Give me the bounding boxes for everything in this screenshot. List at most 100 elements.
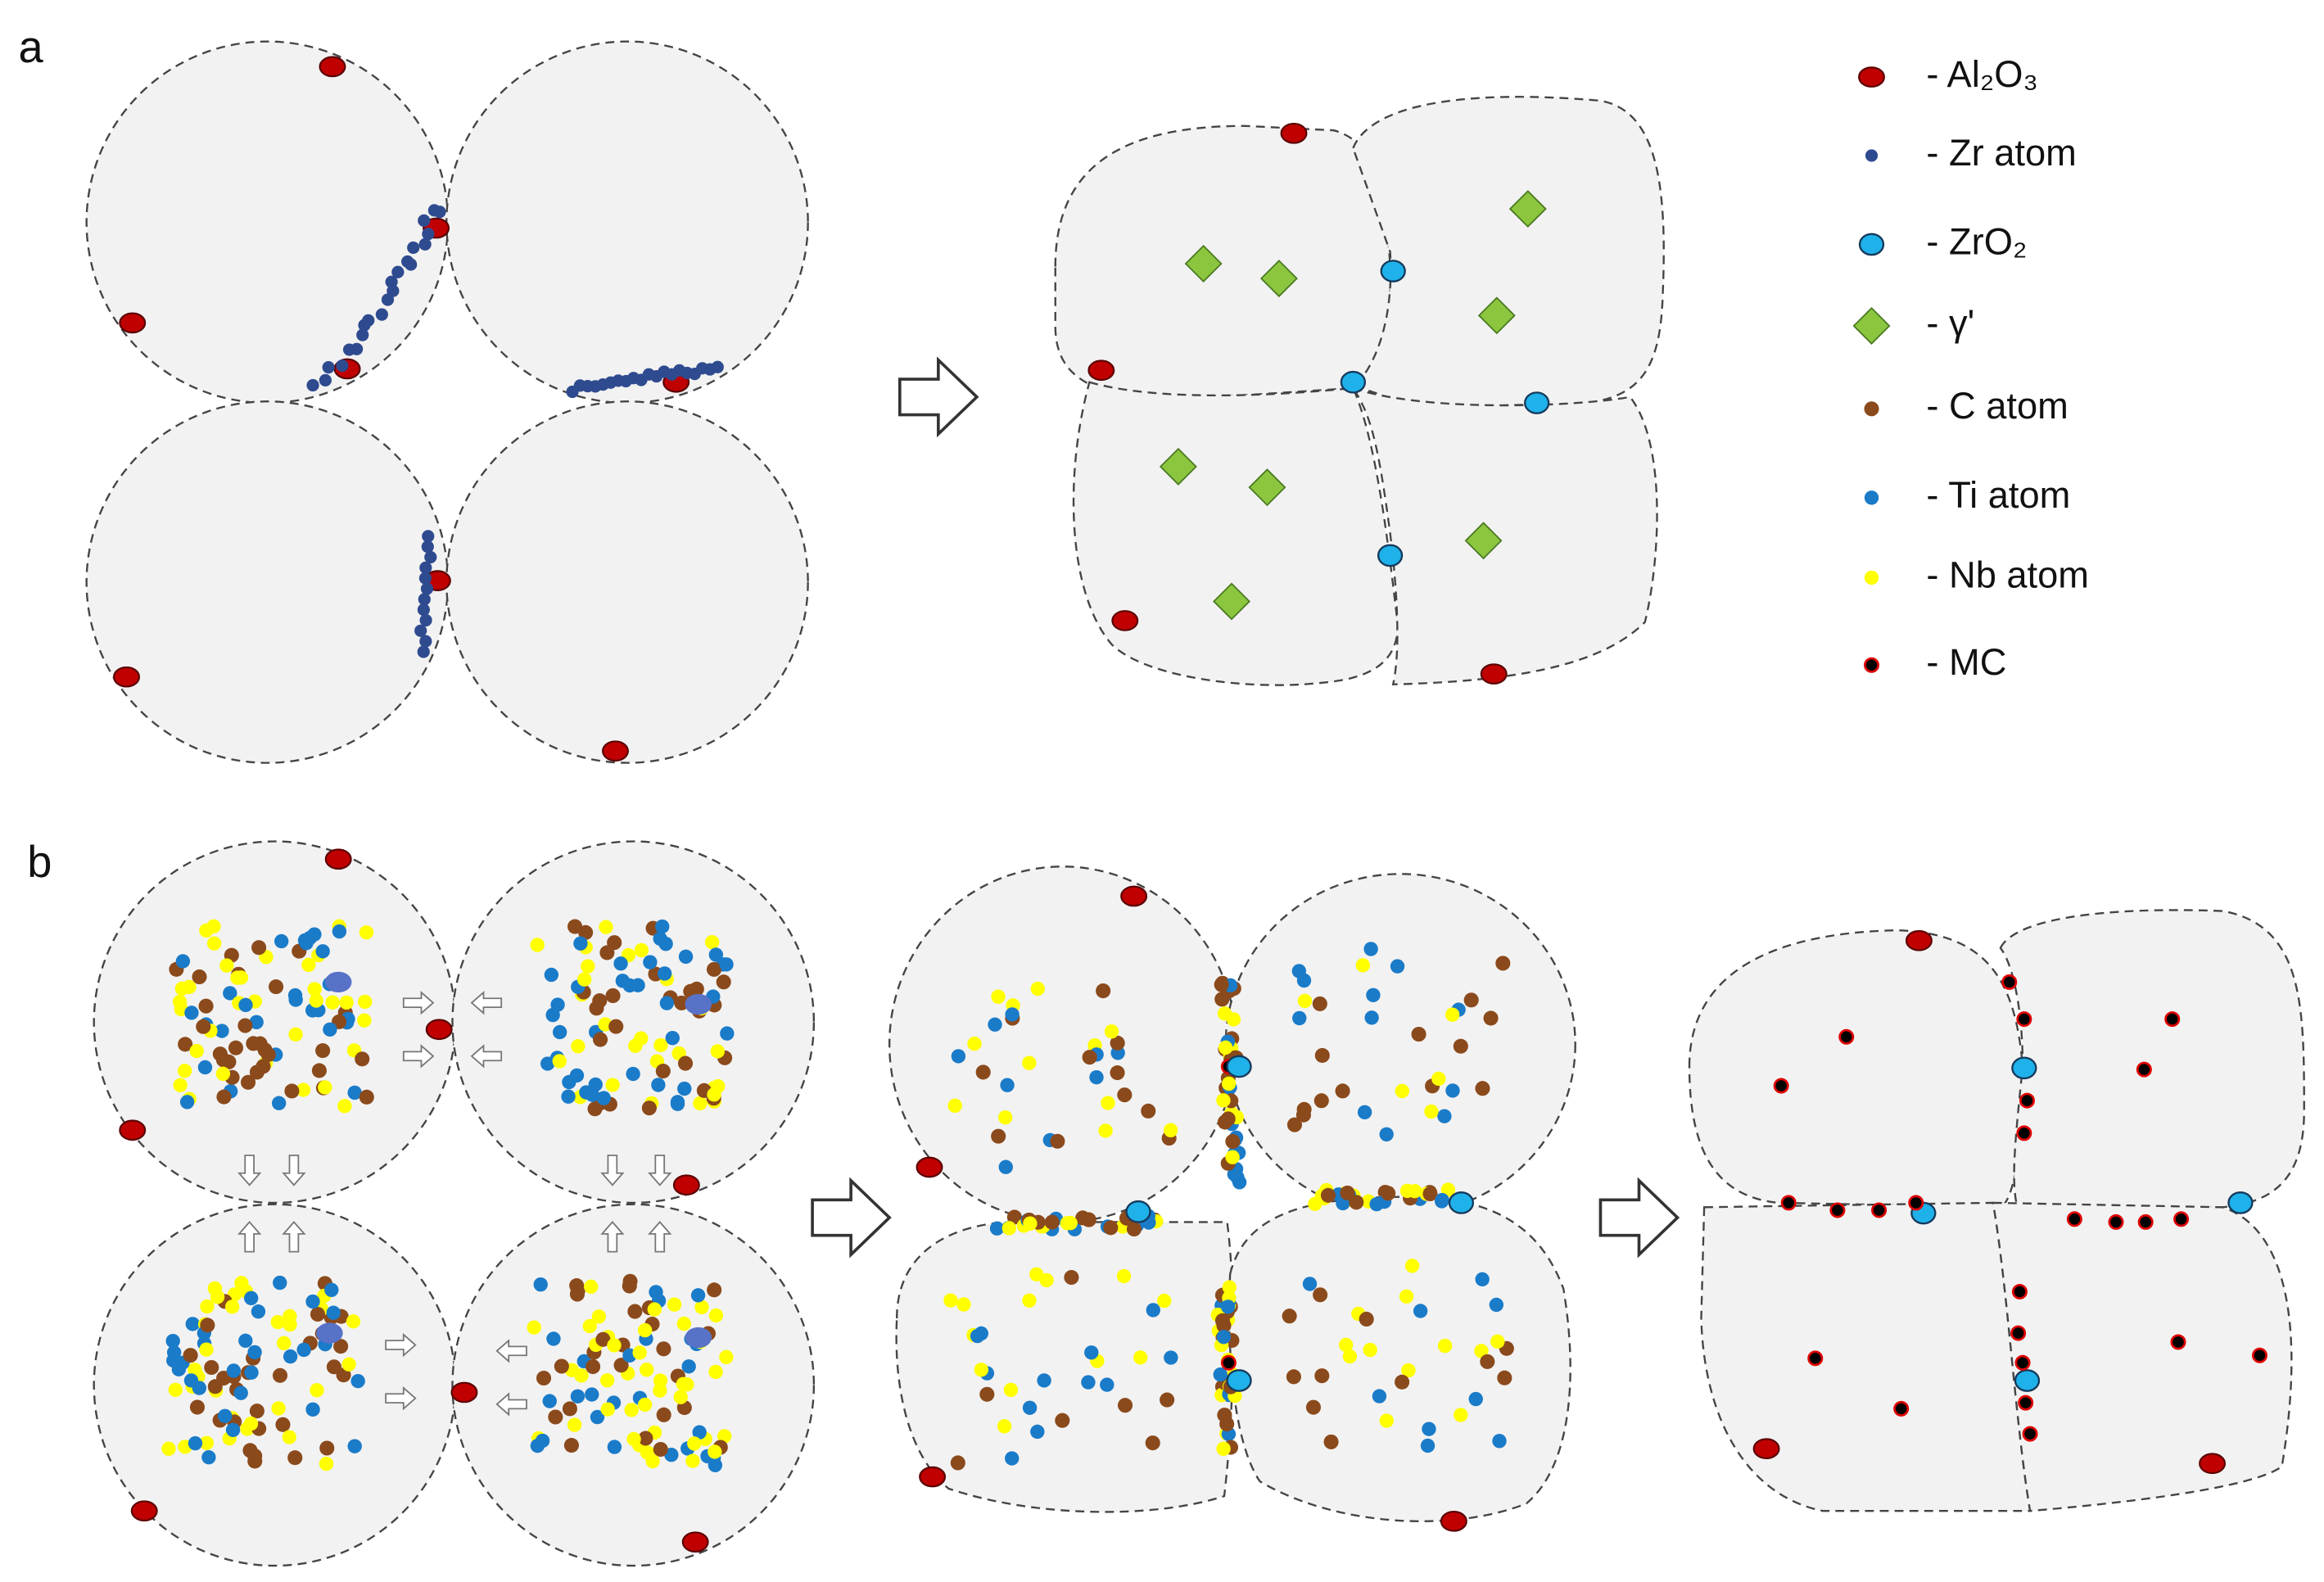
ti-atom — [720, 1026, 735, 1041]
nb-atom — [1454, 1408, 1468, 1422]
c-atom — [1117, 1087, 1133, 1103]
zr-atom — [375, 308, 388, 321]
ti-atom — [579, 1085, 594, 1100]
ti-atom — [1030, 1424, 1045, 1440]
nb-atom — [318, 1080, 332, 1095]
gamma-prime — [1259, 260, 1298, 298]
c-atom — [1320, 1187, 1336, 1203]
al2o3 — [1905, 929, 1933, 951]
ti-atom — [226, 1363, 242, 1378]
mc — [2016, 1011, 2032, 1028]
zr-atom — [424, 550, 437, 564]
ti-atom — [171, 1362, 187, 1376]
ti-atom — [552, 1024, 567, 1040]
nb-atom — [173, 1078, 188, 1092]
c-atom — [287, 1450, 303, 1466]
ti-atom — [315, 944, 330, 959]
ti-atom — [1216, 1330, 1232, 1345]
nb-atom — [283, 1317, 297, 1332]
c-atom — [1314, 1047, 1330, 1063]
c-atom — [653, 1441, 668, 1458]
nb-atom — [632, 1345, 647, 1360]
nb-atom — [1001, 1221, 1017, 1236]
nb-atom — [584, 1279, 599, 1295]
nb-atom — [1023, 1216, 1038, 1231]
ti-atom — [165, 1333, 180, 1349]
ti-atom — [951, 1049, 966, 1064]
c-atom — [608, 1019, 624, 1034]
al2o3 — [672, 1174, 700, 1196]
c-atom — [1323, 1434, 1339, 1449]
c-atom — [1220, 1111, 1236, 1127]
c-atom — [200, 1318, 215, 1333]
c-atom — [1286, 1369, 1301, 1385]
zr-atom — [356, 328, 369, 341]
nb-atom — [708, 1444, 722, 1459]
nb-atom — [1157, 1293, 1172, 1309]
ti-atom — [1468, 1391, 1483, 1407]
nb-atom — [282, 1430, 296, 1444]
c-atom — [1082, 1050, 1097, 1065]
c-atom — [1214, 1313, 1231, 1328]
ti-atom — [1363, 942, 1378, 956]
small-arrow — [600, 1221, 625, 1253]
zr-atom — [1865, 149, 1879, 162]
zr-atom — [418, 593, 431, 606]
nb-atom — [319, 1456, 334, 1471]
c-atom — [1349, 1195, 1364, 1210]
c-atom — [1422, 1186, 1438, 1202]
c-atom — [1225, 1133, 1241, 1150]
c-atom — [1110, 1035, 1125, 1051]
small-arrow — [402, 1044, 435, 1069]
nb-atom — [1163, 1123, 1178, 1137]
c-atom — [247, 1453, 263, 1469]
al2o3 — [919, 1466, 947, 1488]
gamma-prime — [1184, 245, 1223, 282]
ti-atom — [1437, 1109, 1452, 1123]
ti-atom — [596, 1091, 611, 1105]
zr-atom — [407, 241, 420, 255]
ti-atom — [1089, 1069, 1104, 1085]
ti-atom — [305, 1294, 320, 1309]
small-arrow — [648, 1221, 672, 1253]
nb-atom — [687, 1436, 702, 1451]
arrow — [811, 1177, 892, 1259]
nb-atom — [341, 1357, 356, 1372]
ti-atom — [1220, 1300, 1236, 1314]
nb-atom — [307, 982, 322, 997]
c-atom — [1453, 1038, 1468, 1054]
zr-atom — [420, 582, 434, 595]
grains-b-final — [1688, 909, 2305, 1512]
c-atom — [950, 1455, 965, 1471]
ti-atom — [1081, 1375, 1096, 1390]
zr-atom — [306, 378, 319, 392]
al2o3 — [1111, 610, 1139, 631]
nb-atom — [694, 1300, 709, 1315]
ti-atom — [274, 933, 289, 949]
ti-atom — [238, 1333, 253, 1349]
zro2 — [1340, 370, 1367, 394]
mc — [1829, 1202, 1846, 1218]
nb-atom — [271, 1401, 286, 1416]
c-atom — [548, 1409, 563, 1425]
al2o3 — [1087, 359, 1115, 382]
nb-atom — [1440, 1182, 1456, 1197]
ti-atom — [690, 1288, 706, 1303]
zr-atom — [419, 613, 432, 627]
nb-atom — [1355, 958, 1371, 973]
nb-atom — [599, 920, 613, 934]
nb-atom — [1003, 1382, 1019, 1398]
panel-label: b — [27, 838, 52, 887]
ti-atom — [649, 1285, 663, 1300]
nb-atom — [1216, 1441, 1231, 1456]
nb-atom — [189, 1043, 204, 1059]
small-arrow — [237, 1221, 262, 1253]
nb-atom — [230, 970, 245, 985]
ti-atom — [1372, 1389, 1387, 1403]
ti-atom — [249, 1015, 264, 1029]
c-atom — [1340, 1185, 1355, 1200]
c-atom — [255, 1059, 271, 1074]
ti-atom — [201, 1450, 216, 1465]
ti-atom — [692, 1425, 707, 1440]
legend-label: - Nb atom — [1926, 554, 2089, 595]
